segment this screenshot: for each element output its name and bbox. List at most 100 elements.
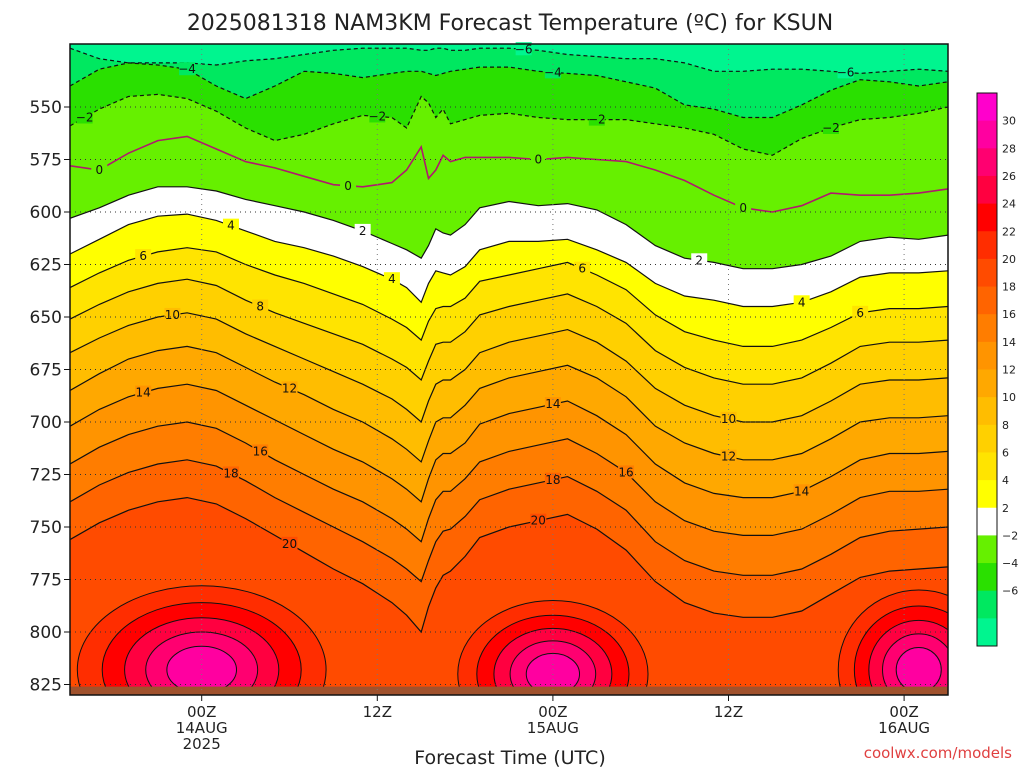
colorbar-swatch [977,231,997,260]
contour-label: 12 [721,450,736,464]
x-axis-label: Forecast Time (UTC) [414,747,605,768]
contour-label: 12 [282,381,297,395]
contour-label: −2 [76,111,94,125]
x-tick-label: 14AUG [176,719,228,737]
colorbar-swatch [977,120,997,149]
colorbar-tick-label: 18 [1002,281,1016,294]
colorbar-swatch [977,203,997,232]
colorbar-tick-label: −6 [1002,585,1018,598]
contour-label: −4 [544,65,562,79]
chart-title: 2025081318 NAM3KM Forecast Temperature (… [187,11,833,36]
y-tick-label: 650 [30,308,62,328]
contour-line-16 [70,421,948,543]
contour-line-14 [70,383,948,503]
y-tick-label: 600 [30,203,62,223]
colorbar-tick-label: 30 [1002,115,1016,128]
contour-label: −2 [822,121,840,135]
contour-label: 0 [534,153,542,167]
grid-lines [70,44,948,695]
colorbar-swatch [977,286,997,315]
contour-line-12 [70,345,948,463]
contour-line--2 [70,93,948,156]
contour-line--4 [70,62,948,119]
contour-label: 8 [256,300,264,314]
colorbar-tick-label: 10 [1002,391,1016,404]
contour-label: 4 [227,219,235,233]
colorbar-swatch [977,507,997,536]
colorbar-tick-label: 14 [1002,336,1016,349]
y-tick-label: 825 [30,676,62,696]
contour-label: −6 [515,42,533,56]
contour-line-8 [70,278,948,385]
contour-label: 4 [388,272,396,286]
contour-label: 20 [282,537,297,551]
contour-label: 4 [798,295,806,309]
contour-label: 2 [695,253,703,267]
x-tick-label: 12Z [363,703,392,721]
y-tick-label: 550 [30,98,62,118]
contour-line-4 [70,213,948,308]
contour-line-2 [70,186,948,270]
contour-label: −4 [178,62,196,76]
y-tick-label: 725 [30,466,62,486]
colorbar-swatch [977,314,997,343]
colorbar-swatch [977,424,997,453]
contour-label: −6 [837,65,855,79]
contour-label: −2 [368,109,386,123]
contour-label: 18 [223,466,238,480]
contour-label: 16 [253,444,268,458]
colorbar-tick-label: 24 [1002,198,1016,211]
contour-label: 2 [359,224,367,238]
colorbar-tick-label: 12 [1002,364,1016,377]
colorbar-swatch [977,397,997,426]
y-tick-label: 575 [30,151,62,171]
contour-label: 16 [618,465,633,479]
colorbar-swatch [977,258,997,288]
colorbar-tick-label: 8 [1002,419,1009,432]
y-axis: 550 575 600 625 650 675 700 725 750 775 800 825 [30,98,70,696]
colorbar-tick-label: 26 [1002,170,1016,183]
y-tick-label: 800 [30,623,62,643]
colorbar-swatch [977,369,997,398]
y-tick-label: 625 [30,256,62,276]
colorbar-tick-label: −2 [1002,529,1018,542]
y-tick-label: 750 [30,518,62,538]
credit-link[interactable]: coolwx.com/models [864,744,1012,762]
contour-line-18 [70,459,948,583]
colorbar-tick-label: −4 [1002,557,1018,570]
colorbar-tick-label: 2 [1002,502,1009,515]
colorbar-tick-label: 6 [1002,446,1009,459]
colorbar-swatch [977,175,997,205]
colorbar-swatch [977,480,997,509]
contour-label: 0 [344,179,352,193]
plot-area: −6 −6 −4 −4 −2 −2 −2 −2 0 0 0 0 2 2 4 4 4 6 6 6 8 10 10 12 12 14 1… [69,42,949,696]
colorbar-swatch [977,93,997,122]
contour-label: 6 [139,249,147,263]
colorbar-tick-label: 16 [1002,308,1016,321]
colorbar-swatch [977,563,997,592]
colorbar-tick-label: 22 [1002,225,1016,238]
contour-label: 6 [578,262,586,276]
contour-line-10 [70,312,948,424]
colorbar-tick-label: 4 [1002,474,1009,487]
x-tick-label: 00Z [187,703,216,721]
contour-label: 6 [856,306,864,320]
contour-line-6 [70,247,948,347]
colorbar-tick-label: 28 [1002,142,1016,155]
x-tick-label: 00Z [538,703,567,721]
warm-core-2-30 [895,646,942,693]
colorbar-swatch [977,452,997,481]
colorbar-swatch [977,618,997,647]
ground-surface [70,686,948,695]
colorbar-tick-label: 20 [1002,253,1016,266]
contour-label: 10 [721,412,736,426]
contour-line-20 [70,496,948,634]
y-tick-label: 700 [30,413,62,433]
x-tick-label: 2025 [183,735,221,753]
y-tick-label: 675 [30,361,62,381]
x-tick-label: 15AUG [527,719,579,737]
contour-label: 14 [136,386,151,400]
colorbar-legend: 30 28 26 24 22 20 18 16 14 12 10 8 6 4 2 −2 −4 −6 [976,92,1018,647]
